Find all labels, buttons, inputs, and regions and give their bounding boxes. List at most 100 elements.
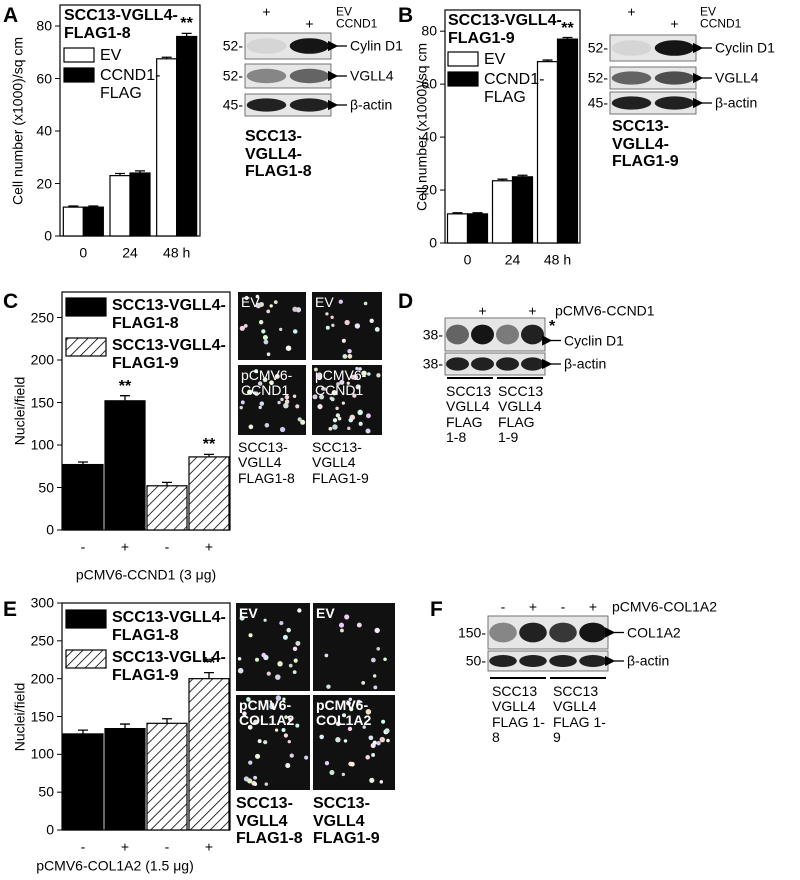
micrograph-caption: SCC13-VGLL4 FLAG1-8: [236, 795, 303, 848]
nucleus: [263, 618, 267, 622]
nucleus: [379, 736, 386, 743]
nucleus: [277, 661, 283, 667]
band-label: β-actin: [627, 652, 670, 669]
nucleus: [237, 667, 244, 674]
nucleus: [355, 384, 361, 390]
blot-band: [489, 622, 517, 643]
nucleus: [358, 421, 363, 426]
nucleus: [284, 715, 288, 719]
significance: **: [202, 436, 216, 454]
x-tick-label: 24: [504, 251, 521, 268]
nucleus: [365, 755, 370, 760]
bar: [511, 176, 534, 244]
y-tick-label: 300: [30, 594, 54, 611]
nucleus: [361, 370, 367, 377]
nucleus: [264, 782, 269, 786]
nucleus: [365, 428, 371, 434]
nucleus: [255, 657, 259, 662]
nucleus: [371, 657, 376, 663]
bar: [176, 35, 198, 237]
nucleus: [243, 324, 248, 328]
nucleus: [379, 780, 384, 784]
nucleus: [366, 413, 371, 419]
panel-letter: E: [3, 598, 18, 621]
lane-sign: +: [670, 15, 679, 32]
nucleus: [261, 329, 266, 334]
bar: [82, 206, 104, 237]
nucleus: [332, 424, 338, 430]
nucleus: [343, 739, 348, 743]
blot-band: [654, 40, 695, 56]
nucleus: [285, 763, 291, 769]
band-label: VGLL4: [350, 67, 394, 84]
blot-band: [289, 98, 330, 112]
nucleus: [242, 711, 247, 716]
nucleus: [348, 417, 354, 423]
nucleus: [269, 304, 273, 308]
nucleus: [352, 374, 359, 381]
bar: [62, 463, 104, 531]
nucleus: [244, 295, 249, 301]
y-tick-label: 80: [36, 17, 52, 34]
x-axis-label: pCMV6-COL1A2 (1.5 μg): [36, 857, 194, 874]
blot-caption: SCC13-VGLL4-FLAG1-9: [612, 118, 679, 171]
bar: [104, 400, 146, 531]
y-tick-label: 200: [30, 669, 54, 686]
y-tick-label: 20: [421, 181, 437, 198]
significance: **: [180, 15, 193, 33]
error-bar: [115, 172, 125, 176]
nucleus: [383, 657, 387, 662]
nucleus: [258, 405, 262, 410]
micrograph: [313, 603, 395, 691]
condition-label: pCMV6-CCND1: [555, 302, 655, 319]
legend-swatch: [65, 297, 107, 317]
nucleus: [283, 402, 289, 409]
bar: [466, 213, 489, 244]
mw-marker: 52-: [222, 37, 243, 54]
blot-band: [521, 324, 544, 345]
blot-band: [246, 98, 287, 112]
mw-marker: 52-: [222, 67, 243, 84]
nucleus: [347, 726, 353, 732]
blot-band: [496, 357, 519, 371]
blot-band: [579, 655, 607, 667]
micrograph: [236, 695, 310, 790]
nucleus: [285, 345, 292, 351]
error-bar: [204, 453, 214, 457]
condition-label: CCND1: [336, 16, 378, 31]
x-tick-label: +: [204, 538, 214, 555]
error-bar: [542, 59, 553, 62]
blot-caption: SCC13 VGLL4 FLAG 1-9: [553, 683, 606, 746]
nucleus: [336, 382, 340, 386]
nucleus: [354, 323, 361, 329]
nucleus: [331, 390, 337, 396]
error-bar: [135, 170, 145, 173]
nucleus: [350, 761, 355, 767]
nucleus: [263, 339, 269, 345]
nucleus: [258, 301, 265, 308]
mw-marker: 45-: [222, 96, 243, 113]
nucleus: [363, 301, 368, 306]
nucleus: [237, 656, 242, 661]
bar: [556, 38, 579, 244]
lane-sign: +: [305, 15, 314, 32]
nucleus: [316, 373, 322, 379]
nucleus: [361, 680, 366, 685]
lane-sign: +: [478, 302, 487, 319]
legend-label: SCC13-VGLL4-FLAG1-8: [112, 297, 226, 332]
blot-band: [611, 71, 652, 85]
lane-sign: +: [262, 3, 271, 20]
nucleus: [292, 394, 297, 398]
nucleus: [254, 369, 259, 374]
nucleus: [289, 753, 294, 758]
mw-marker: 52-: [587, 39, 608, 56]
nucleus: [266, 352, 271, 357]
legend-label: SCC13-VGLL4-FLAG1-9: [112, 649, 226, 684]
nucleus: [275, 674, 281, 680]
nucleus: [324, 653, 329, 658]
nucleus: [284, 394, 290, 400]
nucleus: [262, 335, 268, 341]
error-bar: [78, 729, 88, 734]
nucleus: [381, 719, 386, 724]
blot-band: [549, 655, 577, 667]
